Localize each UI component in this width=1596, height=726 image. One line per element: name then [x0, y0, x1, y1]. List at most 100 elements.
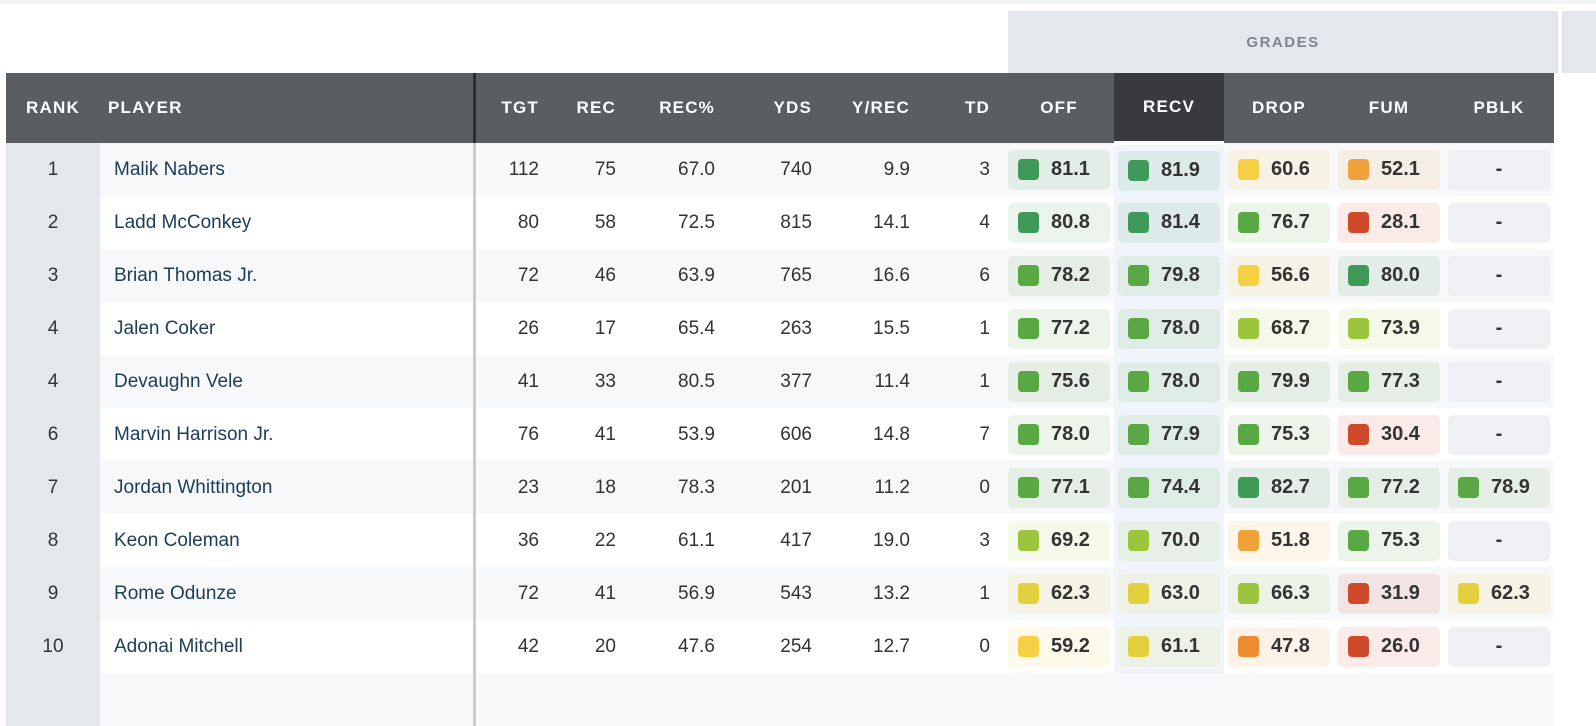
player-link[interactable]: Jalen Coker [100, 302, 476, 355]
cell-recp: 63.9 [630, 249, 729, 302]
grade-cell-recv: 78.0 [1114, 355, 1224, 408]
grade-cell-fum: 28.1 [1334, 196, 1444, 249]
cell-td: 3 [924, 143, 1004, 196]
column-header-rec[interactable]: REC [553, 73, 630, 143]
column-header-recv[interactable]: RECV [1114, 73, 1224, 145]
grade-color-icon [1238, 583, 1259, 604]
table-row[interactable]: 3 Brian Thomas Jr. 72 46 63.9 765 16.6 6 78.2 79.… [6, 249, 1554, 302]
cell-ypr: 12.7 [873, 635, 910, 657]
column-header-fum[interactable]: FUM [1334, 73, 1444, 143]
top-divider [0, 0, 1596, 4]
grade-empty: - [1448, 255, 1550, 296]
grade-badge: 77.2 [1338, 467, 1440, 508]
empty-cell [1334, 673, 1444, 726]
cell-ypr: 13.2 [826, 567, 924, 620]
table-row[interactable]: 4 Devaughn Vele 41 33 80.5 377 11.4 1 75.6 78.0 79… [6, 355, 1554, 408]
column-header-pblk[interactable]: PBLK [1444, 73, 1554, 143]
grade-badge: 66.3 [1228, 573, 1330, 614]
cell-tgt: 26 [517, 317, 539, 339]
table-row[interactable]: 2 Ladd McConkey 80 58 72.5 815 14.1 4 80.8 81.4 76… [6, 196, 1554, 249]
grade-cell-fum: 80.0 [1334, 249, 1444, 302]
cell-rank: 8 [6, 514, 100, 567]
cell-rank: 1 [6, 143, 100, 196]
cell-ypr: 16.6 [826, 249, 924, 302]
column-header-td[interactable]: TD [924, 73, 1004, 143]
column-header-yds[interactable]: YDS [729, 73, 826, 143]
table-row[interactable]: 9 Rome Odunze 72 41 56.9 543 13.2 1 62.3 63.0 66.3… [6, 567, 1554, 620]
player-link[interactable]: Malik Nabers [100, 143, 476, 196]
grade-cell-off: 77.1 [1004, 461, 1114, 514]
cell-rec: 46 [553, 249, 630, 302]
grade-badge: 77.2 [1008, 308, 1110, 349]
grade-badge: 62.3 [1448, 573, 1550, 614]
column-header-drop[interactable]: DROP [1224, 73, 1334, 143]
grade-cell-recv: 70.0 [1114, 514, 1224, 567]
cell-recp: 56.9 [630, 567, 729, 620]
grade-value: 78.0 [1051, 423, 1090, 445]
grade-cell-fum: 31.9 [1334, 567, 1444, 620]
grade-color-icon [1458, 583, 1479, 604]
grade-badge: 77.1 [1008, 467, 1110, 508]
cell-yds: 543 [729, 567, 826, 620]
grade-color-icon [1018, 477, 1039, 498]
cell-rec: 58 [594, 211, 616, 233]
next-group-header [1562, 11, 1596, 73]
grade-value: 74.4 [1161, 476, 1200, 498]
grade-cell-drop: 47.8 [1224, 620, 1334, 673]
cell-ypr: 9.9 [826, 143, 924, 196]
grade-cell-off: 62.3 [1004, 567, 1114, 620]
table-row[interactable]: 1 Malik Nabers 112 75 67.0 740 9.9 3 81.1 81.9 60.… [6, 143, 1554, 196]
grade-value: 81.1 [1051, 158, 1090, 180]
cell-yds: 815 [780, 211, 812, 233]
player-link[interactable]: Brian Thomas Jr. [100, 249, 476, 302]
player-link[interactable]: Marvin Harrison Jr. [100, 408, 476, 461]
grade-value: 30.4 [1381, 423, 1420, 445]
table-row[interactable]: 7 Jordan Whittington 23 18 78.3 201 11.2 0 77.1 7… [6, 461, 1554, 514]
cell-rec: 75 [553, 143, 630, 196]
player-link[interactable]: Jordan Whittington [100, 461, 476, 514]
column-header-rank[interactable]: RANK [6, 73, 100, 143]
column-header-off[interactable]: OFF [1004, 73, 1114, 143]
empty-cell [1444, 673, 1554, 726]
column-header-player[interactable]: PLAYER [100, 73, 476, 143]
table-row[interactable]: 4 Jalen Coker 26 17 65.4 263 15.5 1 77.2 78.0 68.7… [6, 302, 1554, 355]
grade-color-icon [1238, 371, 1259, 392]
grades-group-header: GRADES [1008, 11, 1558, 73]
column-header-recp[interactable]: REC% [630, 73, 729, 143]
cell-yds: 201 [729, 461, 826, 514]
player-link[interactable]: Rome Odunze [100, 567, 476, 620]
cell-ypr: 19.0 [873, 529, 910, 551]
table-row [6, 673, 1554, 726]
grade-badge: 81.4 [1118, 202, 1220, 243]
grade-color-icon [1348, 477, 1369, 498]
player-link[interactable]: Keon Coleman [100, 514, 476, 567]
player-link[interactable]: Devaughn Vele [100, 355, 476, 408]
grade-color-icon [1128, 318, 1149, 339]
grade-cell-recv: 74.4 [1114, 461, 1224, 514]
player-link[interactable]: Adonai Mitchell [100, 620, 476, 673]
cell-rank: 7 [6, 461, 100, 514]
grade-cell-off: 78.2 [1004, 249, 1114, 302]
grade-color-icon [1348, 212, 1369, 233]
table-row[interactable]: 10 Adonai Mitchell 42 20 47.6 254 12.7 0 59.2 61.… [6, 620, 1554, 673]
column-header-ypr[interactable]: Y/REC [826, 73, 924, 143]
grade-cell-drop: 68.7 [1224, 302, 1334, 355]
grade-value: 47.8 [1271, 635, 1310, 657]
cell-recp: 61.1 [678, 529, 715, 551]
grade-value: 26.0 [1381, 635, 1420, 657]
empty-cell [826, 673, 924, 726]
grade-badge: 78.2 [1008, 255, 1110, 296]
column-header-tgt[interactable]: TGT [474, 73, 553, 143]
empty-cell [474, 673, 553, 726]
grade-cell-off: 80.8 [1004, 196, 1114, 249]
table-row[interactable]: 6 Marvin Harrison Jr. 76 41 53.9 606 14.8 7 78.0… [6, 408, 1554, 461]
grade-badge: 82.7 [1228, 467, 1330, 508]
cell-rank: 2 [6, 196, 100, 249]
cell-tgt: 23 [474, 461, 553, 514]
cell-tgt: 42 [517, 635, 539, 657]
table-row[interactable]: 8 Keon Coleman 36 22 61.1 417 19.0 3 69.2 70.0 51.… [6, 514, 1554, 567]
grade-badge: 79.9 [1228, 361, 1330, 402]
grade-badge: 78.9 [1448, 467, 1550, 508]
player-link[interactable]: Ladd McConkey [100, 196, 476, 249]
grade-cell-fum: 77.2 [1334, 461, 1444, 514]
